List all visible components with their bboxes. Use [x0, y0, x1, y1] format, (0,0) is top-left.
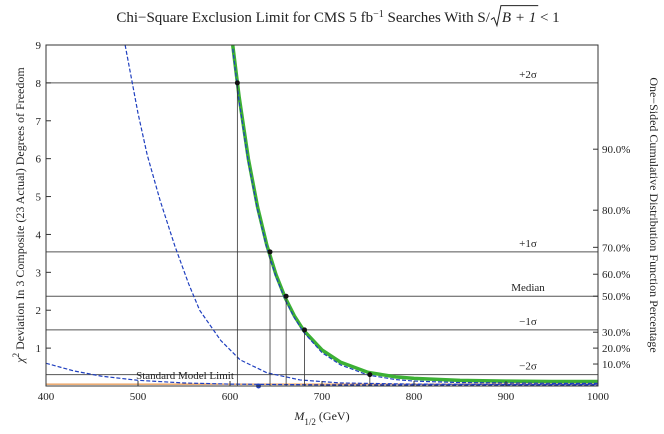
- y2-tick-label: 80.0%: [602, 205, 630, 217]
- y2-tick-label: 20.0%: [602, 343, 630, 355]
- x-tick-label: 500: [130, 391, 147, 403]
- point: [267, 249, 273, 255]
- y2-tick-label: 30.0%: [602, 327, 630, 339]
- x-tick-label: 700: [314, 391, 331, 403]
- plot-frame: [45, 44, 599, 387]
- reference-label: −2σ: [519, 361, 537, 373]
- y-tick-label: 5: [36, 192, 42, 204]
- y-tick-label: 3: [36, 267, 42, 279]
- reference-label: Standard Model Limit: [136, 370, 234, 382]
- y-tick-label: 7: [36, 116, 42, 128]
- y2-tick-label: 90.0%: [602, 144, 630, 156]
- point: [367, 372, 373, 378]
- y2-tick-label: 60.0%: [602, 269, 630, 281]
- curve: [232, 48, 598, 384]
- y2-tick-label: 50.0%: [602, 291, 630, 303]
- y-tick-label: 4: [36, 229, 42, 241]
- y-tick-label: 9: [36, 40, 42, 52]
- y2-tick-label: 10.0%: [602, 359, 630, 371]
- curve: [46, 362, 598, 386]
- x-axis-label: M1/2 (GeV): [293, 409, 349, 427]
- reference-label: −1σ: [519, 316, 537, 328]
- curve: [231, 45, 598, 384]
- y-tick-label: 6: [36, 154, 42, 166]
- sqrt-sign: [490, 5, 539, 28]
- reference-label: Median: [511, 282, 545, 294]
- reference-label: +2σ: [519, 69, 537, 81]
- y2-tick-label: 70.0%: [602, 242, 630, 254]
- x-tick-label: 900: [498, 391, 515, 403]
- point: [234, 80, 240, 86]
- reference-label: +1σ: [519, 238, 537, 250]
- chart-title: Chi−Square Exclusion Limit for CMS 5 fb−…: [116, 9, 559, 27]
- y2-axis-label: One−Sided Cumulative Distribution Functi…: [647, 77, 661, 352]
- x-tick-label: 1000: [587, 391, 610, 403]
- y-tick-label: 8: [36, 78, 42, 90]
- y-tick-label: 1: [36, 343, 42, 355]
- x-tick-label: 400: [38, 391, 55, 403]
- x-tick-label: 800: [406, 391, 423, 403]
- point: [302, 327, 308, 333]
- x-tick-label: 600: [222, 391, 239, 403]
- point: [283, 293, 289, 299]
- curve: [124, 45, 598, 386]
- y-tick-label: 2: [36, 305, 42, 317]
- y-axis-label: χ2 Deviation In 3 Composite (23 Actual) …: [11, 67, 27, 364]
